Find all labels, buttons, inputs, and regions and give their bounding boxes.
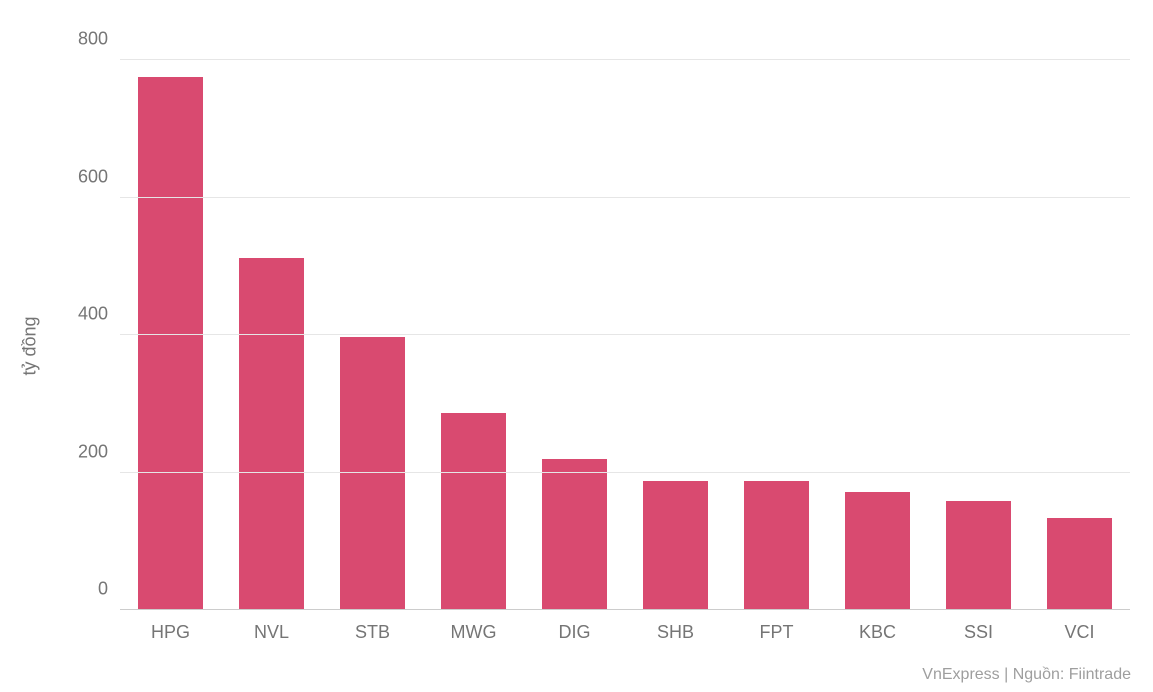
bar-slot: DIG [524,60,625,610]
bar [441,413,506,610]
y-axis-title: tỷ đồng [20,316,41,375]
y-tick-label: 400 [78,304,108,325]
y-tick-label: 800 [78,29,108,50]
bar [138,77,203,610]
x-tick-label: FPT [760,622,794,643]
bar [542,459,607,610]
x-tick-label: KBC [859,622,896,643]
plot-area: HPGNVLSTBMWGDIGSHBFPTKBCSSIVCI 020040060… [120,60,1130,610]
bar-slot: KBC [827,60,928,610]
bar-chart: tỷ đồng HPGNVLSTBMWGDIGSHBFPTKBCSSIVCI 0… [0,0,1153,692]
gridline [120,197,1130,198]
x-tick-label: MWG [451,622,497,643]
bar-slot: MWG [423,60,524,610]
bar-slot: VCI [1029,60,1130,610]
y-tick-label: 0 [98,579,108,600]
bar [946,501,1011,610]
y-tick-label: 600 [78,166,108,187]
bar [1047,518,1112,610]
bar [643,481,708,610]
chart-credit: VnExpress | Nguồn: Fiintrade [922,666,1131,684]
bar-slot: FPT [726,60,827,610]
gridline [120,334,1130,335]
bar-slot: STB [322,60,423,610]
x-tick-label: DIG [558,622,590,643]
bar-slot: HPG [120,60,221,610]
bar [340,337,405,610]
x-tick-label: SHB [657,622,694,643]
x-tick-label: STB [355,622,390,643]
x-tick-label: VCI [1064,622,1094,643]
x-tick-label: HPG [151,622,190,643]
x-tick-label: NVL [254,622,289,643]
gridline [120,472,1130,473]
bar [239,258,304,610]
bars-group: HPGNVLSTBMWGDIGSHBFPTKBCSSIVCI [120,60,1130,610]
gridline [120,59,1130,60]
bar [845,492,910,610]
bar-slot: SSI [928,60,1029,610]
bar [744,481,809,610]
x-axis-baseline [120,609,1130,610]
x-tick-label: SSI [964,622,993,643]
bar-slot: SHB [625,60,726,610]
bar-slot: NVL [221,60,322,610]
y-tick-label: 200 [78,441,108,462]
